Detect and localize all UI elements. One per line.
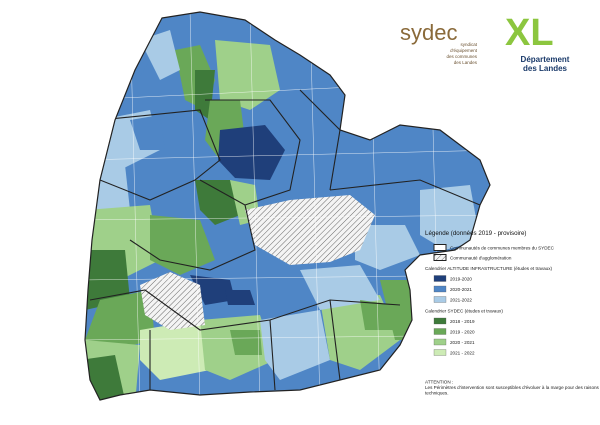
legend-swatch: [433, 285, 447, 293]
legend-label: 2019 - 2020: [450, 330, 475, 335]
departement-name: Département: [521, 55, 570, 64]
sydec-tagline: des communes: [446, 54, 477, 59]
note-text: Les Périmètres d'intervention sont susce…: [425, 385, 600, 390]
boundary-label: Communautés de communes membres du SYDEC: [450, 246, 555, 251]
sydec-tagline: des Landes: [454, 60, 478, 65]
section-heading: Calendrier ALTITUDE INFRASTRUCTURE (étud…: [425, 266, 553, 271]
note-text: techniques.: [425, 391, 449, 396]
boundary-swatch: [433, 254, 447, 261]
legend-swatch: [433, 296, 447, 303]
legend-label: 2019-2020: [450, 277, 472, 282]
legend: Légende (données 2019 - provisoire) Comm…: [425, 230, 600, 396]
sydec-name: sydec: [400, 20, 457, 45]
legend-label: 2020 - 2021: [450, 340, 475, 345]
legend-label: 2021 - 2022: [450, 351, 475, 356]
sydec-tagline: d'équipement: [450, 48, 478, 53]
xl-mark: XL: [505, 12, 554, 54]
section-heading: Calendrier SYDEC (études et travaux): [425, 309, 503, 314]
boundary-label: Communauté d'agglomération: [450, 256, 512, 261]
note-title: ATTENTION :: [425, 380, 453, 385]
legend-label: 2021-2022: [450, 298, 472, 303]
sydec-logo: sydec syndicat d'équipement des communes…: [400, 20, 478, 65]
legend-title: Légende (données 2019 - provisoire): [425, 230, 526, 237]
departement-name: des Landes: [523, 64, 568, 73]
legend-swatch: [433, 317, 447, 325]
departement-logo: XL Département des Landes: [505, 12, 570, 73]
legend-label: 2018 - 2019: [450, 319, 475, 324]
sydec-tagline: syndicat: [460, 42, 477, 47]
map-areas: [85, 12, 490, 400]
legend-swatch: [433, 328, 447, 335]
legend-swatch: [433, 338, 447, 346]
legend-label: 2020-2021: [450, 287, 472, 292]
legend-swatch: [433, 349, 447, 356]
legend-swatch: [433, 275, 447, 282]
boundary-swatch: [433, 244, 447, 251]
